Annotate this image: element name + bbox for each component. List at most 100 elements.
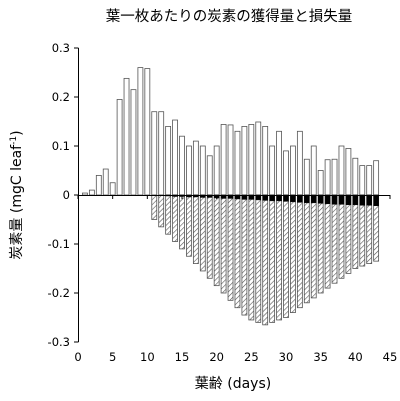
bar-loss-hatched <box>255 194 262 323</box>
x-axis-title: 葉齢 (days) <box>195 376 271 392</box>
x-tick-label: 15 <box>175 350 190 364</box>
bar-loss-hatched <box>345 194 352 274</box>
bar-gain <box>255 121 262 196</box>
bar-loss-solid <box>366 194 372 206</box>
bar-loss-hatched <box>151 194 158 220</box>
bar-gain <box>310 145 317 196</box>
bar-loss-hatched <box>352 194 359 269</box>
bar-loss-hatched <box>213 194 220 287</box>
bar-gain <box>213 145 220 196</box>
y-tick-label: -0.2 <box>48 286 70 300</box>
bar-loss-hatched <box>296 194 303 309</box>
bar-gain <box>262 126 269 196</box>
x-ticks: 0 5 10 15 20 25 30 35 40 45 <box>74 195 397 364</box>
y-tick-label: 0 <box>63 188 70 202</box>
y-tick-label: 0.1 <box>52 139 70 153</box>
chart-title: 葉一枚あたりの炭素の獲得量と損失量 <box>106 8 353 25</box>
bar-gain <box>324 159 331 196</box>
y-axis-title-superscript: -1 <box>9 136 19 145</box>
bar-gain <box>116 99 123 196</box>
x-tick-label: 0 <box>74 350 81 364</box>
bar-gain <box>151 111 158 196</box>
bar-gain <box>172 119 178 196</box>
bar-gain <box>95 174 102 196</box>
x-tick-label: 25 <box>244 350 259 364</box>
bar-loss-hatched <box>359 194 366 267</box>
bar-gain <box>276 130 282 196</box>
bar-loss-hatched <box>262 194 269 326</box>
bar-loss-hatched <box>338 194 345 279</box>
bar-gain <box>186 145 192 196</box>
y-tick-label: 0.2 <box>52 90 70 104</box>
bar-loss-hatched <box>234 194 241 309</box>
bar-loss-solid <box>338 194 345 205</box>
bar-gain <box>366 165 373 196</box>
x-tick-label: 40 <box>348 350 363 364</box>
bar-gain <box>234 130 241 196</box>
bar-loss-hatched <box>199 194 206 272</box>
bar-gain <box>165 126 172 196</box>
bar-loss-hatched <box>192 194 199 264</box>
bar-loss-hatched <box>241 194 248 316</box>
bar-gain <box>241 126 248 196</box>
bar-loss-solid <box>373 194 379 207</box>
bar-loss-solid <box>297 194 303 203</box>
bar-loss-hatched <box>172 194 178 242</box>
bar-loss-hatched <box>179 194 185 250</box>
bar-loss-hatched <box>206 194 213 279</box>
bar-gain <box>290 145 296 196</box>
y-axis-title: 炭素量 (mgC leaf-1) <box>9 130 25 259</box>
bar-gain <box>227 124 234 196</box>
y-tick-label: -0.1 <box>48 237 70 251</box>
x-tick-label: 20 <box>209 350 224 364</box>
bar-gain <box>317 170 324 196</box>
bar-loss-hatched <box>220 194 227 294</box>
bar-gain <box>192 140 199 196</box>
plot-area <box>82 67 380 326</box>
bar-loss-hatched <box>324 194 331 289</box>
bar-gain <box>206 155 213 196</box>
bar-gain <box>144 68 151 196</box>
bar-gain <box>158 111 165 196</box>
bar-loss-hatched <box>290 194 296 313</box>
x-tick-label: 35 <box>313 350 328 364</box>
bar-gain <box>88 189 95 196</box>
bar-loss-solid <box>345 194 352 206</box>
bar-gain <box>130 89 137 196</box>
bar-gain <box>137 67 144 196</box>
bar-gain <box>82 192 88 196</box>
bar-gain <box>359 165 366 196</box>
bar-gain <box>123 77 130 196</box>
y-tick-label: -0.3 <box>48 335 70 349</box>
y-axis-title-close: ) <box>9 130 25 135</box>
bar-loss-solid <box>359 194 366 206</box>
bar-gain <box>345 148 352 196</box>
bar-loss-solid <box>310 194 317 204</box>
bar-gain <box>352 157 359 196</box>
bar-loss-solid <box>290 194 296 203</box>
bar-loss-hatched <box>186 194 192 257</box>
bar-gain <box>373 160 380 196</box>
bar-gain <box>102 168 109 196</box>
bar-gain <box>248 124 255 196</box>
x-tick-label: 10 <box>140 350 155 364</box>
bar-loss-hatched <box>317 194 324 294</box>
bar-gain <box>331 158 338 196</box>
y-tick-label: 0.3 <box>52 41 70 55</box>
bar-loss-hatched <box>227 194 234 301</box>
bar-gain <box>283 150 289 196</box>
bar-loss-hatched <box>283 194 289 318</box>
bar-loss-hatched <box>310 194 317 299</box>
bar-loss-hatched <box>303 194 310 304</box>
y-ticks: 0.3 0.2 0.1 0 -0.1 -0.2 -0.3 <box>48 41 79 349</box>
bar-gain <box>179 135 185 196</box>
x-tick-label: 5 <box>109 350 116 364</box>
x-tick-label: 45 <box>383 350 398 364</box>
bar-gain <box>199 145 206 196</box>
bar-gain <box>338 145 345 196</box>
y-axis-title-main: 炭素量 (mgC leaf <box>9 144 25 260</box>
bar-loss-solid <box>324 194 331 205</box>
bar-loss-hatched <box>248 194 255 321</box>
bar-loss-hatched <box>276 194 282 321</box>
